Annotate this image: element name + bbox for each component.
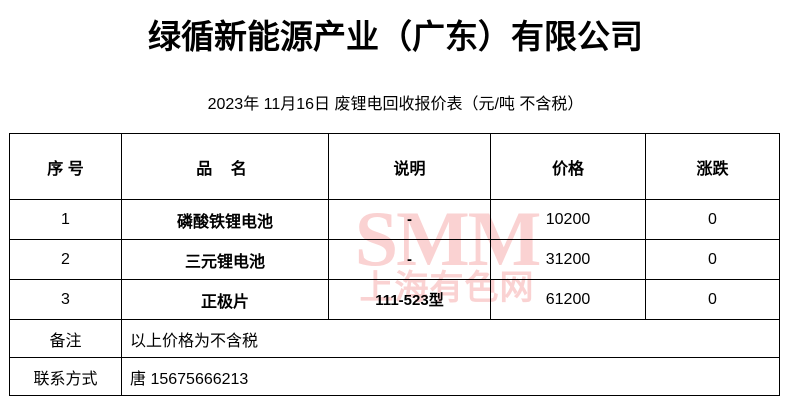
table-row: 3 正极片 111-523型 61200 0 (9, 279, 780, 320)
cell-price: 10200 (490, 199, 646, 240)
table-row: 1 磷酸铁锂电池 - 10200 0 (9, 199, 780, 240)
note-label: 备注 (9, 319, 122, 358)
cell-name: 磷酸铁锂电池 (121, 199, 329, 240)
cell-change: 0 (645, 239, 780, 280)
cell-name: 三元锂电池 (121, 239, 329, 280)
cell-change: 0 (645, 279, 780, 320)
cell-spec: 111-523型 (328, 279, 491, 320)
table-header-row: 序 号 品 名 说明 价格 涨跌 (9, 133, 780, 200)
price-table: 序 号 品 名 说明 价格 涨跌 1 磷酸铁锂电池 - 10200 0 2 三元… (9, 133, 780, 396)
header-price: 价格 (490, 133, 646, 200)
cell-price: 61200 (490, 279, 646, 320)
header-change: 涨跌 (645, 133, 780, 200)
header-spec: 说明 (328, 133, 491, 200)
header-seq: 序 号 (9, 133, 122, 200)
cell-spec: - (328, 199, 491, 240)
cell-name: 正极片 (121, 279, 329, 320)
note-label: 联系方式 (9, 357, 122, 396)
note-value: 唐 15675666213 (121, 357, 780, 396)
note-row-remark: 备注 以上价格为不含税 (9, 319, 780, 358)
page-subtitle: 2023年 11月16日 废锂电回收报价表（元/吨 不含税） (207, 96, 584, 113)
cell-seq: 3 (9, 279, 122, 320)
page-title: 绿循新能源产业（广东）有限公司 (148, 18, 643, 55)
cell-change: 0 (645, 199, 780, 240)
note-row-contact: 联系方式 唐 15675666213 (9, 357, 780, 396)
note-value: 以上价格为不含税 (121, 319, 780, 358)
cell-seq: 1 (9, 199, 122, 240)
cell-spec: - (328, 239, 491, 280)
cell-seq: 2 (9, 239, 122, 280)
cell-price: 31200 (490, 239, 646, 280)
table-row: 2 三元锂电池 - 31200 0 (9, 239, 780, 280)
header-name: 品 名 (121, 133, 329, 200)
